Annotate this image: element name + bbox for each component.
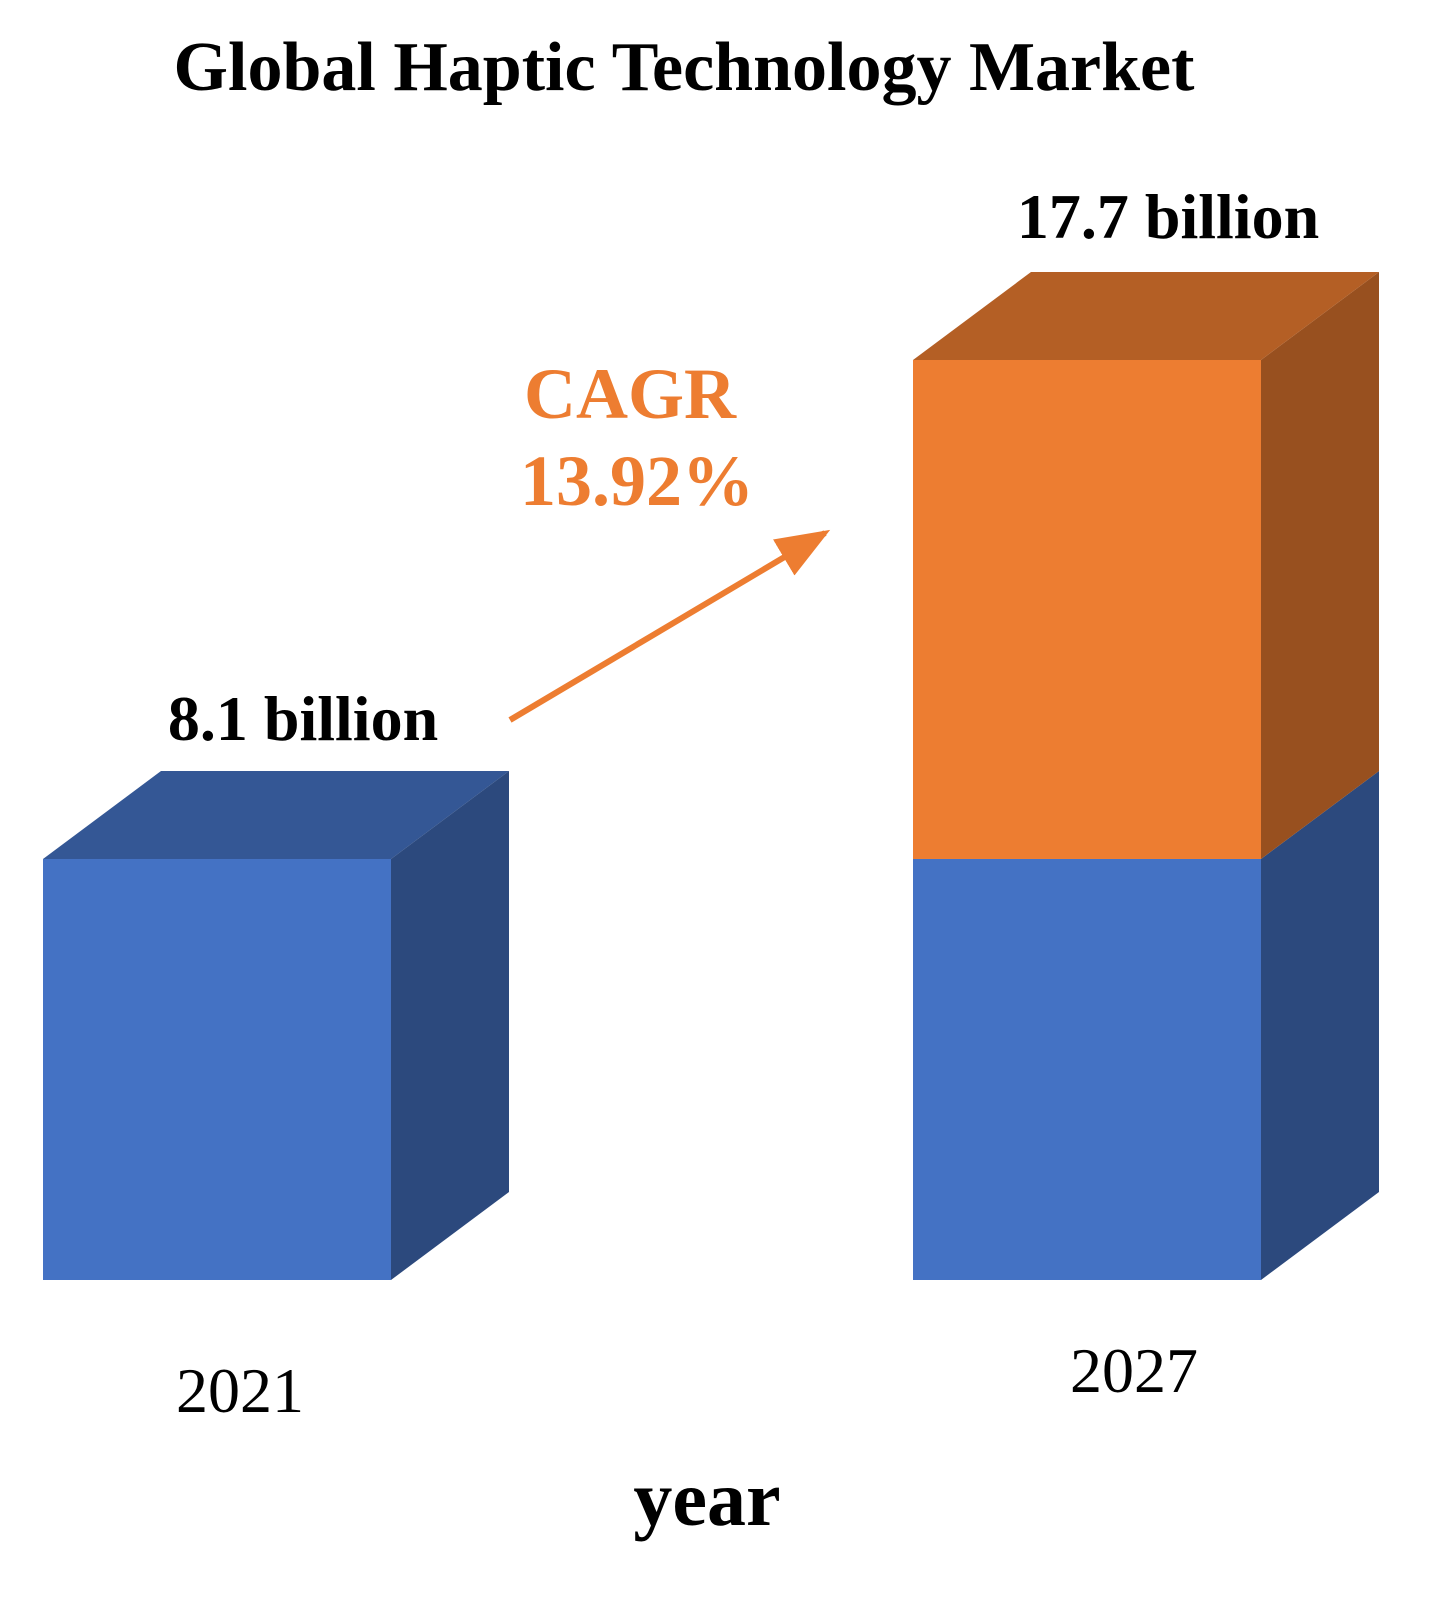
bar-2027	[913, 272, 1379, 1280]
bar-2027-top-face	[913, 272, 1379, 360]
bar-2027-base-front-face	[913, 858, 1261, 1280]
bar-2027-base-side-face	[1261, 770, 1379, 1280]
bar-2021	[43, 770, 509, 1280]
value-label-2027: 17.7 billion	[1017, 181, 1319, 252]
cagr-annotation: CAGR 13.92%	[508, 354, 831, 723]
chart-title: Global Haptic Technology Market	[174, 29, 1195, 106]
value-label-2021: 8.1 billion	[168, 683, 438, 754]
bar-2021-top-face	[43, 770, 509, 859]
growth-arrow	[508, 529, 831, 723]
bar-2021-side-face	[391, 770, 509, 1280]
x-axis-label: year	[633, 1455, 780, 1542]
x-tick-2027: 2027	[1070, 1335, 1198, 1406]
cagr-label: CAGR	[524, 354, 737, 434]
bar-2027-growth-side-face	[1261, 272, 1379, 859]
cagr-value: 13.92%	[520, 441, 754, 521]
x-tick-2021: 2021	[176, 1355, 304, 1426]
bar-2021-front-face	[43, 858, 391, 1280]
bar-2027-growth-front-face	[913, 360, 1261, 859]
